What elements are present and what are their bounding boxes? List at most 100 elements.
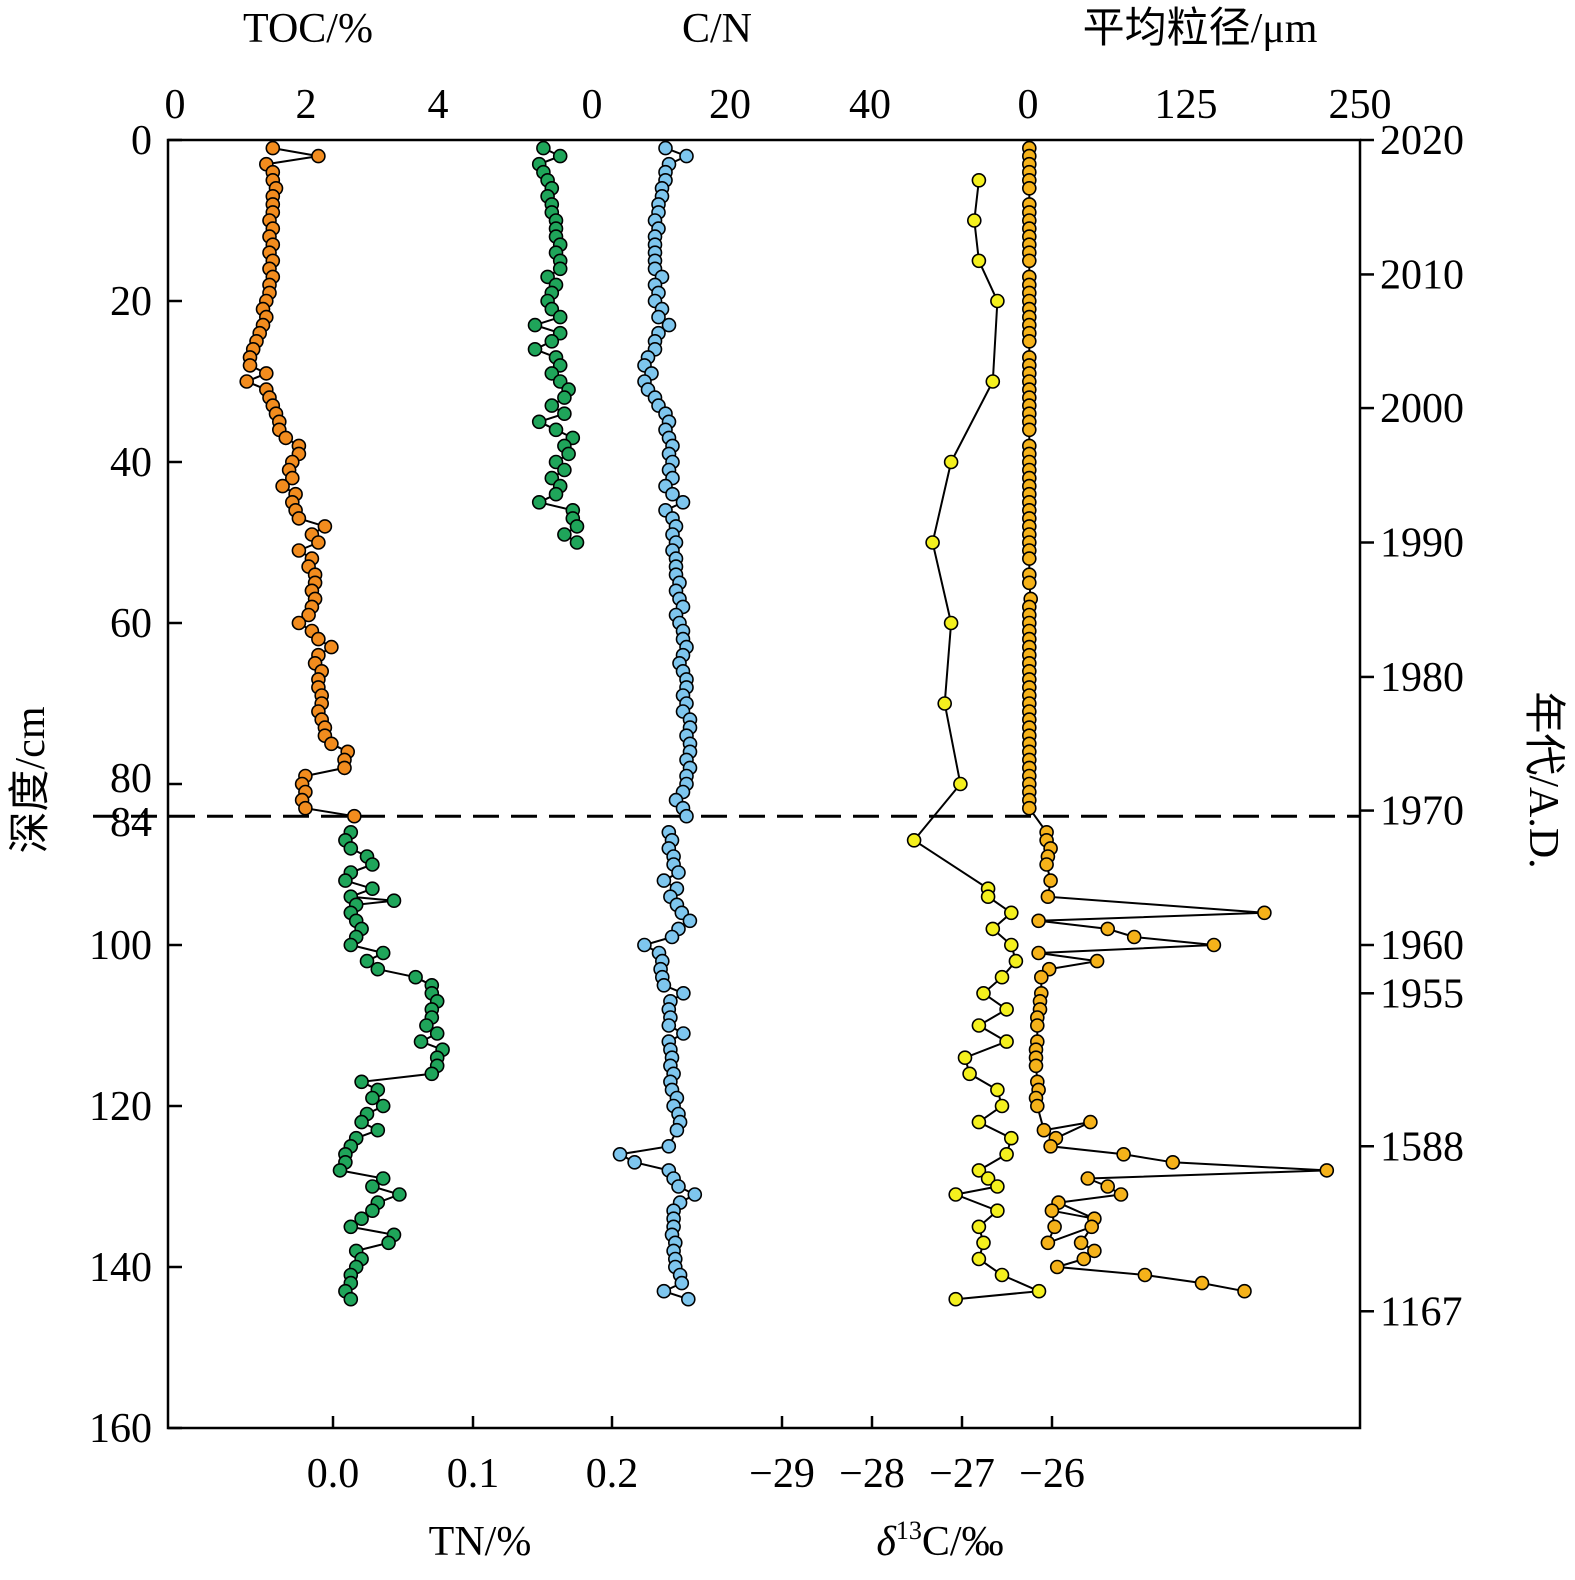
d13c-point: [1003, 905, 1019, 921]
age-tick-label: 1955: [1380, 971, 1464, 1017]
cn-point: [679, 148, 694, 164]
d13c-tick-label: −26: [1019, 1451, 1085, 1497]
depth-tick-label: 80: [110, 756, 152, 802]
tn-axis-title: TN/%: [429, 1519, 532, 1565]
d13c-point: [994, 969, 1010, 985]
d13c-point: [971, 1251, 987, 1267]
cn-lower-point: [680, 1291, 696, 1307]
grain-size-point: [1100, 921, 1115, 937]
d13c-tick-label: −27: [929, 1451, 995, 1497]
d13c-tick-label: −28: [839, 1451, 905, 1497]
tn-lower-point: [365, 881, 380, 897]
tn-upper-point: [557, 390, 572, 405]
toc-point: [275, 478, 290, 494]
top-tick-label: 40: [849, 82, 891, 128]
tn-lower-point: [375, 1171, 391, 1186]
tn-lower-point: [375, 945, 391, 961]
tn-lower-point: [343, 841, 359, 856]
toc-point: [337, 760, 352, 776]
d13c-point: [1008, 953, 1024, 969]
tn-upper-point: [557, 527, 572, 542]
grain-size-point: [1165, 1155, 1181, 1170]
grain-size-point: [1194, 1275, 1210, 1291]
cn-lower-point: [656, 873, 672, 888]
tn-upper-point: [552, 309, 568, 325]
toc-point: [284, 470, 300, 486]
toc-point: [317, 519, 333, 534]
toc-point: [291, 511, 307, 526]
d13c-point: [971, 173, 987, 188]
tn-upper-point: [557, 406, 572, 422]
cn-point: [651, 309, 666, 325]
d13c-point: [937, 696, 953, 711]
grain-size-point: [1080, 1171, 1096, 1186]
toc-point: [324, 736, 339, 752]
tn-upper-point: [531, 414, 547, 430]
d13c-point: [1003, 1130, 1019, 1146]
d13c-point: [990, 293, 1005, 309]
toc-point: [291, 543, 307, 558]
toc-axis-title: TOC/%: [243, 6, 373, 52]
cn-lower-point: [664, 929, 680, 945]
age-tick-label: 1588: [1380, 1124, 1464, 1170]
cn-axis-title: C/N: [682, 6, 752, 52]
depth-tick-label: 84: [110, 800, 152, 846]
grain-size-point: [1031, 945, 1046, 961]
age-tick-label: 1990: [1380, 521, 1464, 567]
cn-lower-point: [661, 1018, 677, 1033]
grain-size-point: [1031, 913, 1046, 929]
d13c-point: [971, 1018, 987, 1033]
age-tick-label: 2020: [1380, 118, 1464, 164]
tn-lower-point: [375, 1098, 391, 1114]
tn-lower-point: [354, 1074, 369, 1090]
grain-size-point: [1043, 873, 1058, 888]
grain-size-point: [1022, 575, 1037, 591]
grain-size-point: [1030, 1018, 1045, 1033]
depth-axis-label: 深度/cm: [8, 706, 54, 853]
cn-point: [661, 317, 677, 333]
grain-size-point: [1028, 1058, 1044, 1074]
d13c-point: [994, 1098, 1010, 1114]
d13c-point: [990, 1082, 1005, 1098]
tn-lower-point: [338, 873, 353, 888]
grain-size-point: [1087, 1243, 1102, 1259]
tn-lower-group: [332, 824, 450, 1307]
tn-lower-point: [381, 1235, 396, 1251]
grain-size-point: [1100, 1179, 1115, 1194]
toc-point: [301, 607, 316, 623]
top-tick-label: 4: [428, 82, 449, 128]
top-tick-label: 0: [1018, 82, 1039, 128]
grain-size-point: [1022, 253, 1037, 269]
d13c-point: [994, 1267, 1010, 1283]
grain-size-point: [1137, 1267, 1153, 1283]
depth-tick-label: 20: [110, 279, 152, 325]
axis-layer: 02040608084100120140160深度/cm202020102000…: [8, 6, 1567, 1565]
d13c-point: [953, 776, 968, 792]
d13c-point: [943, 615, 959, 631]
tn-lower-point: [392, 1187, 407, 1202]
d13c-point: [906, 832, 922, 848]
toc-point: [298, 800, 313, 816]
depth-tick-label: 60: [110, 601, 152, 647]
tn-upper-point: [569, 535, 585, 550]
cn-lower-point: [637, 937, 652, 953]
cn-lower-point: [661, 1139, 677, 1154]
toc-point: [265, 140, 281, 156]
grain-size-point: [1036, 1122, 1052, 1138]
tn-tick-label: 0.1: [447, 1451, 500, 1497]
tn-lower-point: [332, 1163, 348, 1178]
age-tick-label: 1167: [1380, 1289, 1462, 1335]
tn-upper-point: [561, 446, 576, 462]
tn-upper-point: [569, 519, 585, 534]
tn-lower-point: [370, 961, 386, 977]
cn-lower-point: [676, 1026, 691, 1041]
cn-point: [658, 140, 673, 156]
tn-upper-point: [527, 341, 543, 357]
cn-point: [665, 486, 680, 502]
tn-upper-point: [552, 148, 568, 164]
depth-tick-label: 40: [110, 440, 152, 486]
d13c-point: [971, 1114, 987, 1130]
tn-lower-point: [370, 1122, 386, 1138]
grain-size-point: [1022, 422, 1037, 438]
